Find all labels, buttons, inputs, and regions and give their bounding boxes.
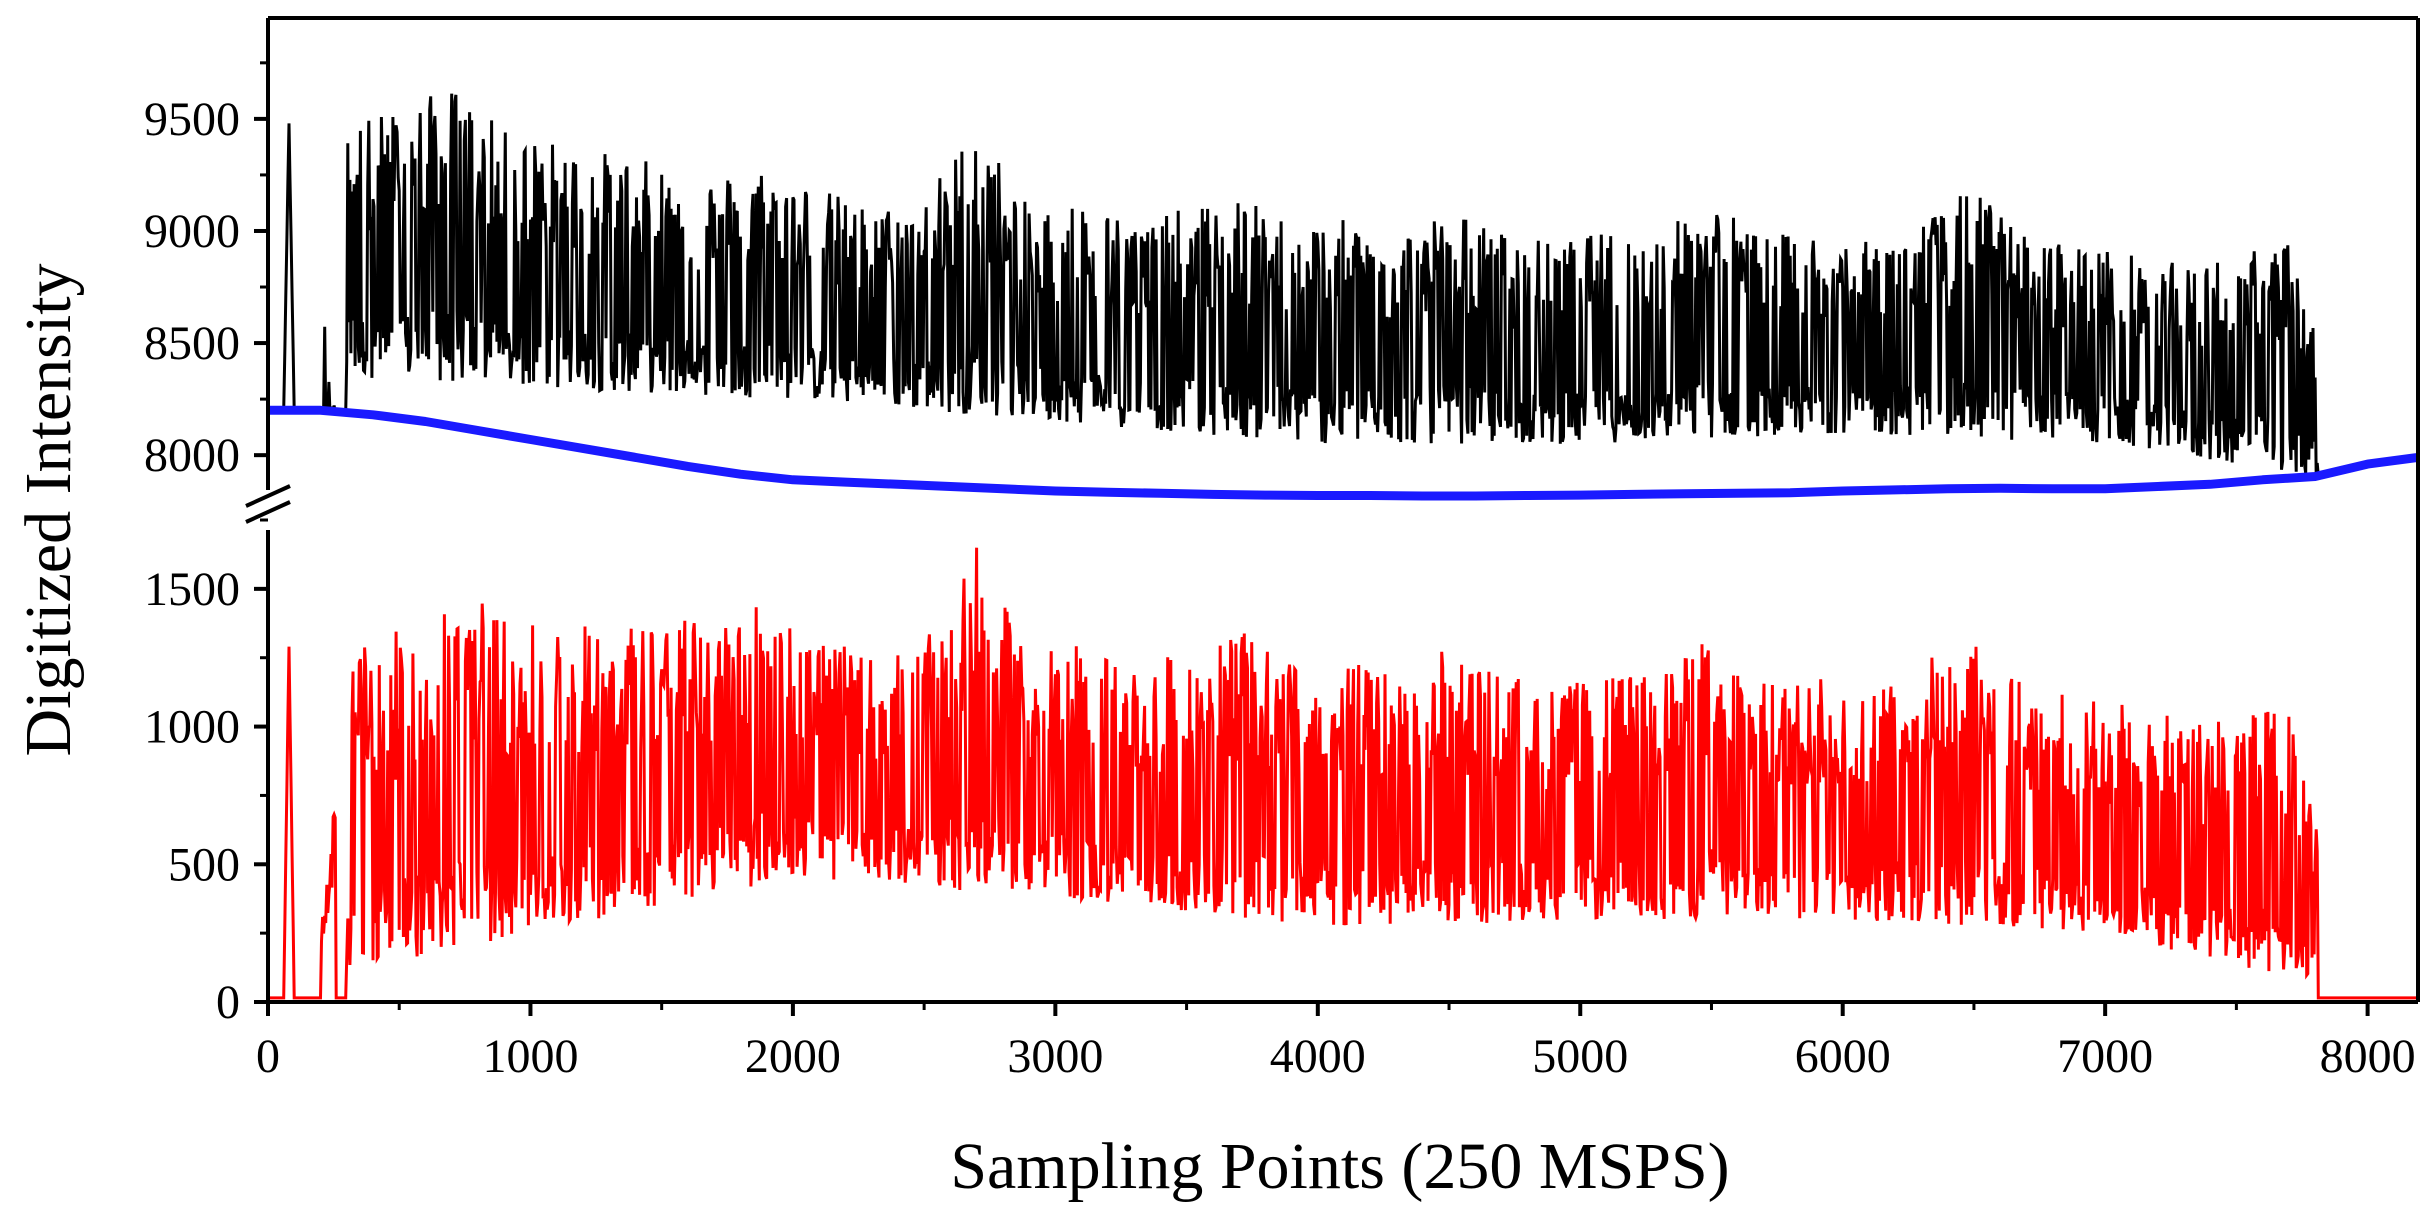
ticks: 0 1000 2000 3000 4000 5000 6000 7000 80008000850… — [144, 61, 2416, 1083]
y-tick-label: 8000 — [144, 429, 240, 482]
x-tick-label: 1000 — [482, 1030, 578, 1083]
y-tick-label: 9500 — [144, 93, 240, 146]
x-tick-label: 2000 — [745, 1030, 841, 1083]
axes — [245, 16, 2420, 1004]
y-tick-label: 1500 — [144, 563, 240, 616]
x-tick-label: 0 — [256, 1030, 280, 1083]
x-tick-label: 7000 — [2057, 1030, 2153, 1083]
baseline-line — [268, 405, 2419, 501]
x-tick-label: 8000 — [2320, 1030, 2416, 1083]
y-tick-label: 8500 — [144, 317, 240, 370]
x-tick-label: 5000 — [1532, 1030, 1628, 1083]
y-axis-title: Digitized Intensity — [12, 263, 85, 756]
axis-break-mark — [245, 500, 291, 524]
x-tick-label: 4000 — [1270, 1030, 1366, 1083]
x-tick-label: 3000 — [1007, 1030, 1103, 1083]
series-line — [268, 93, 2418, 478]
upper-signal-series — [268, 93, 2418, 478]
y-tick-label: 0 — [216, 976, 240, 1029]
baseline-series — [268, 405, 2419, 501]
x-axis-title: Sampling Points (250 MSPS) — [950, 1130, 1729, 1203]
y-tick-label: 500 — [168, 838, 240, 891]
axis-break-mark — [245, 484, 291, 508]
lower-signal-series — [268, 547, 2417, 1000]
x-tick-label: 6000 — [1795, 1030, 1891, 1083]
y-tick-label: 9000 — [144, 205, 240, 258]
y-tick-label: 1000 — [144, 701, 240, 754]
series-line — [268, 547, 2417, 1000]
